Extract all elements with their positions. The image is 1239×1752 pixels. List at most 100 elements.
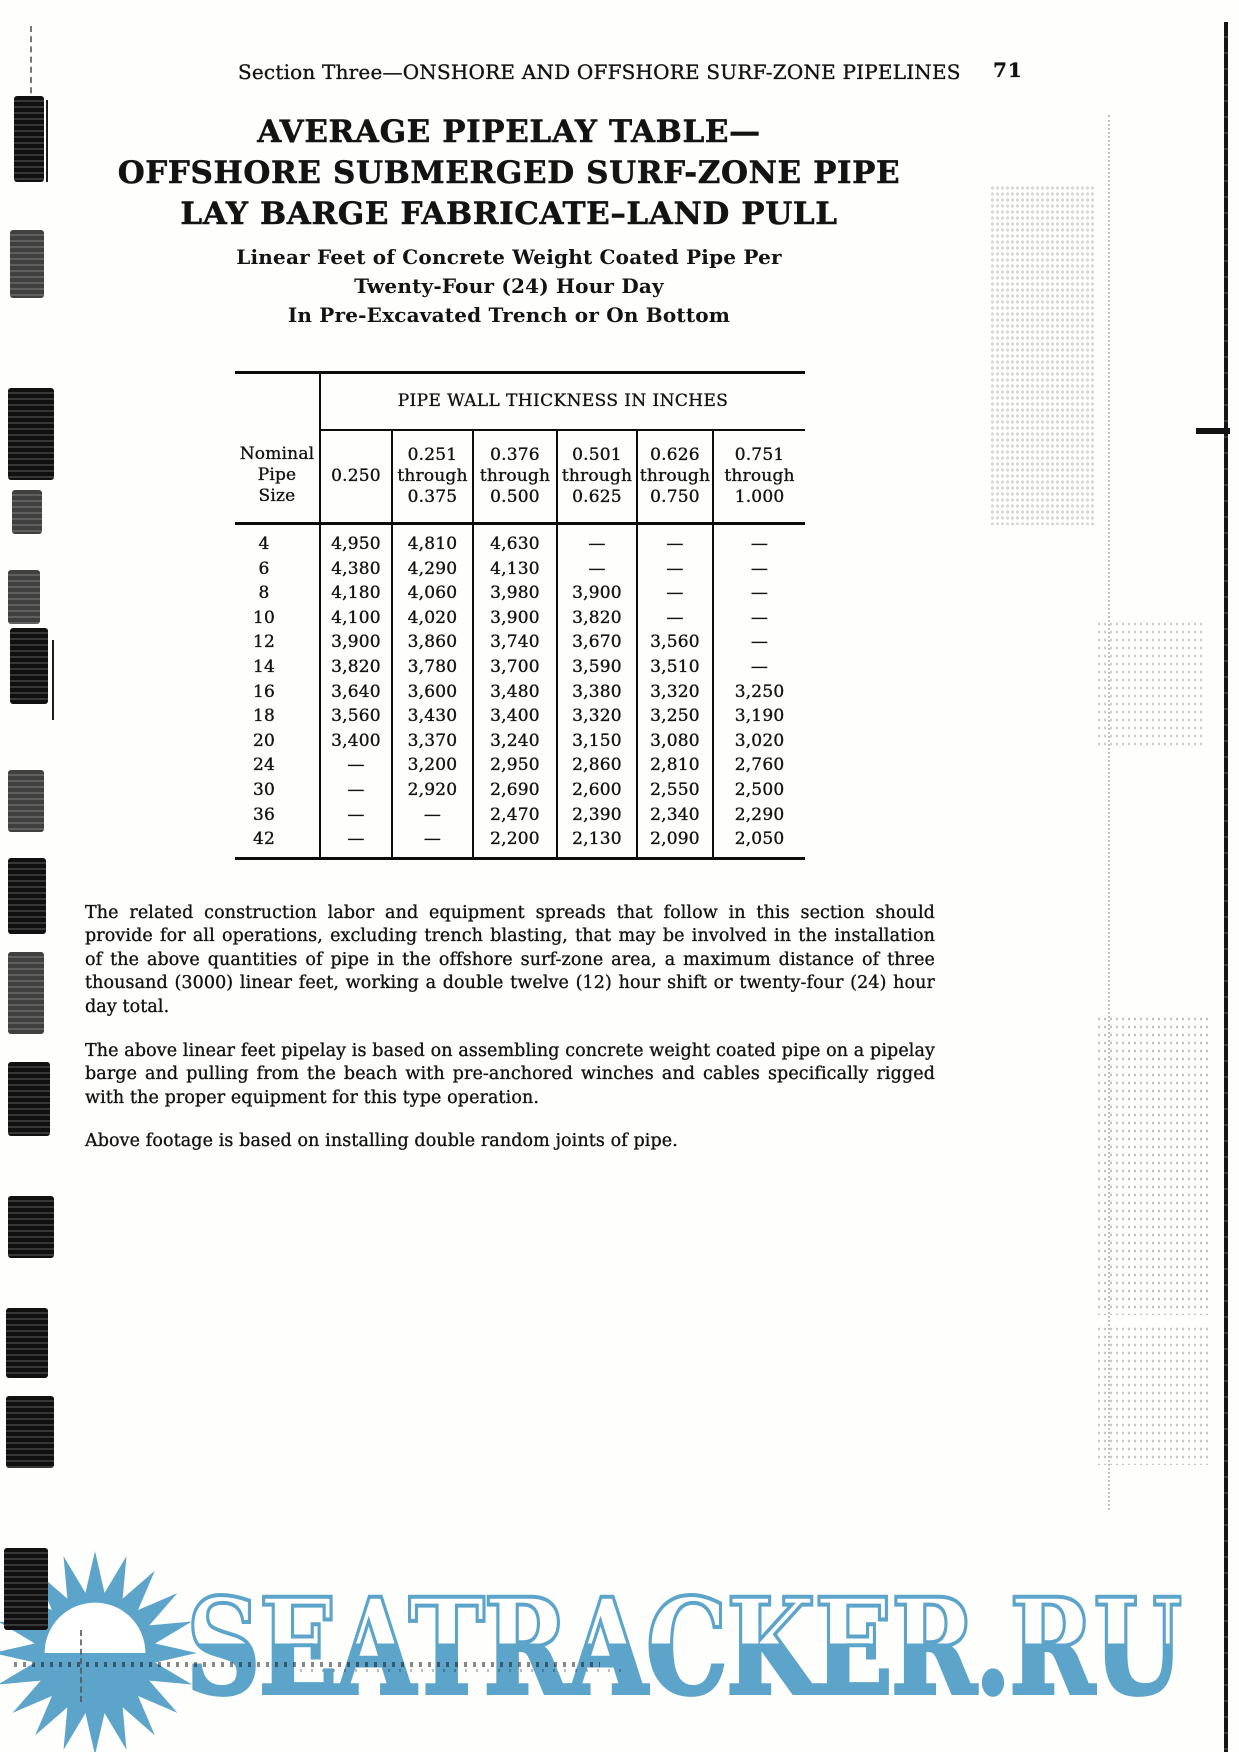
table-cell: — (556, 556, 637, 582)
table-cell: 3,820 (319, 654, 392, 680)
scan-artifact (8, 570, 40, 624)
scan-artifact (6, 1308, 48, 1378)
scan-speckle (1096, 620, 1204, 750)
table-cell: 2,760 (711, 753, 806, 778)
scan-speckle (990, 185, 1094, 525)
table-cell: 4,290 (391, 556, 473, 582)
scan-fold-line (1108, 115, 1110, 1510)
title-line-2: OFFSHORE SUBMERGED SURF-ZONE PIPE (117, 155, 901, 192)
pipe-size-cell: 18 (252, 706, 276, 727)
paragraph-footage-note: Above footage is based on installing dou… (85, 1130, 678, 1151)
scan-artifact (8, 1062, 50, 1136)
table-cell: 2,550 (636, 777, 713, 803)
table-cell: 2,090 (636, 827, 713, 859)
column-header-cell: 0.751 through 1.000 (711, 429, 806, 525)
table-cell: — (636, 581, 713, 606)
subtitle-line-3: In Pre-Excavated Trench or On Bottom (287, 303, 731, 327)
scan-artifact (30, 26, 32, 134)
table-cell: 3,250 (711, 679, 806, 705)
watermark-text-box: SEATRACKER.RU SEATRACKER.RU (186, 1580, 1186, 1730)
row-header-cell: Nominal Pipe Size (235, 429, 320, 525)
table-cell: 3,590 (556, 654, 637, 680)
table-row: 24 — 3,200 2,950 2,860 2,810 2,760 (235, 753, 806, 778)
table-row: 10 4,100 4,020 3,900 3,820 — — (235, 605, 806, 631)
scan-artifact (8, 858, 46, 934)
table-cell: 3,780 (391, 654, 473, 680)
pipe-size-cell: 8 (258, 583, 270, 604)
scan-artifact (8, 952, 44, 1034)
table-row: 8 4,180 4,060 3,980 3,900 — — (235, 581, 806, 606)
column-header-cell: 0.251 through 0.375 (391, 429, 473, 525)
pipe-size-cell: 16 (252, 681, 276, 702)
table-cell: 3,900 (319, 630, 392, 655)
table-cell: 2,200 (472, 827, 557, 859)
table-cell: — (711, 523, 806, 557)
table-cell: 3,860 (391, 630, 473, 655)
pipe-size-cell: 4 (258, 534, 270, 554)
page-number: 71 (993, 58, 1023, 82)
table-cell: 4,020 (391, 605, 473, 631)
table-cell: 3,900 (556, 581, 637, 606)
watermark: SEATRACKER.RU SEATRACKER.RU (0, 1540, 1239, 1752)
table-span-header-row: PIPE WALL THICKNESS IN INCHES (235, 372, 806, 431)
table-cell: 2,860 (556, 753, 637, 778)
table-cell: 3,190 (711, 704, 806, 729)
table-cell: 2,500 (711, 777, 806, 803)
table-cell: — (319, 802, 392, 828)
table-cell: 2,340 (636, 802, 713, 828)
table-cell: 2,950 (472, 753, 557, 778)
table-cell: 4,180 (319, 581, 392, 606)
scan-artifact (46, 100, 48, 182)
paragraph-construction-spreads: The related construction labor and equip… (85, 902, 935, 1017)
table-row: 16 3,640 3,600 3,480 3,380 3,320 3,250 (235, 679, 806, 705)
table-cell: — (556, 523, 637, 557)
table-cell: 3,510 (636, 654, 713, 680)
table-cell: 2,690 (472, 777, 557, 803)
table-cell: 2,810 (636, 753, 713, 778)
table-cell: 4,130 (472, 556, 557, 582)
table-column-header-row: Nominal Pipe Size 0.250 0.251 through 0.3… (235, 429, 806, 525)
scan-speckle (1096, 1015, 1208, 1315)
table-row: 42 — — 2,200 2,130 2,090 2,050 (235, 827, 806, 859)
table-cell: — (319, 777, 392, 803)
table-cell: — (636, 556, 713, 582)
title-line-3: LAY BARGE FABRICATE–LAND PULL (180, 196, 838, 233)
table-row: 4 4,950 4,810 4,630 — — — (235, 523, 806, 557)
pipe-size-cell: 30 (252, 779, 276, 800)
waterline-speckles (14, 1662, 600, 1667)
section-running-head: Section Three—ONSHORE AND OFFSHORE SURF-… (238, 60, 961, 84)
table-cell: 4,380 (319, 556, 392, 582)
table-cell: — (711, 556, 806, 582)
table-cell: 3,200 (391, 753, 473, 778)
scan-edge-line (1224, 22, 1228, 1752)
table-cell: 3,370 (391, 728, 473, 754)
table-corner-spacer (235, 373, 320, 430)
scan-artifact (4, 1548, 48, 1630)
scan-artifact (6, 1396, 54, 1468)
table-cell: 3,250 (636, 704, 713, 729)
pipe-size-cell: 12 (252, 632, 276, 653)
paragraph-pipelay-basis: The above linear feet pipelay is based o… (85, 1040, 935, 1108)
sun-dome (44, 1602, 146, 1653)
scan-speckle (1096, 1325, 1208, 1465)
table-cell: 3,700 (472, 654, 557, 680)
table-cell: — (319, 753, 392, 778)
table-row: 30 — 2,920 2,690 2,600 2,550 2,500 (235, 777, 806, 803)
watermark-text-solid: SEATRACKER.RU (186, 1570, 1182, 1725)
table-cell: 3,900 (472, 605, 557, 631)
pipe-size-cell: 42 (252, 829, 276, 850)
pipe-size-cell: 6 (258, 558, 270, 579)
table-cell: 3,400 (472, 704, 557, 729)
table-cell: 3,380 (556, 679, 637, 705)
pipelay-table-body: 4 4,950 4,810 4,630 — — — 6 4,380 4,290 … (235, 523, 806, 859)
table-cell: — (319, 827, 392, 859)
scan-artifact (10, 230, 44, 298)
pipe-size-cell: 14 (252, 656, 276, 677)
document-title: AVERAGE PIPELAY TABLE— OFFSHORE SUBMERGE… (85, 112, 933, 235)
table-row: 18 3,560 3,430 3,400 3,320 3,250 3,190 (235, 704, 806, 729)
pipe-size-cell: 20 (252, 730, 276, 751)
table-cell: 4,060 (391, 581, 473, 606)
sun-disc (40, 1598, 150, 1708)
table-cell: — (391, 827, 473, 859)
scan-artifact (8, 388, 54, 480)
